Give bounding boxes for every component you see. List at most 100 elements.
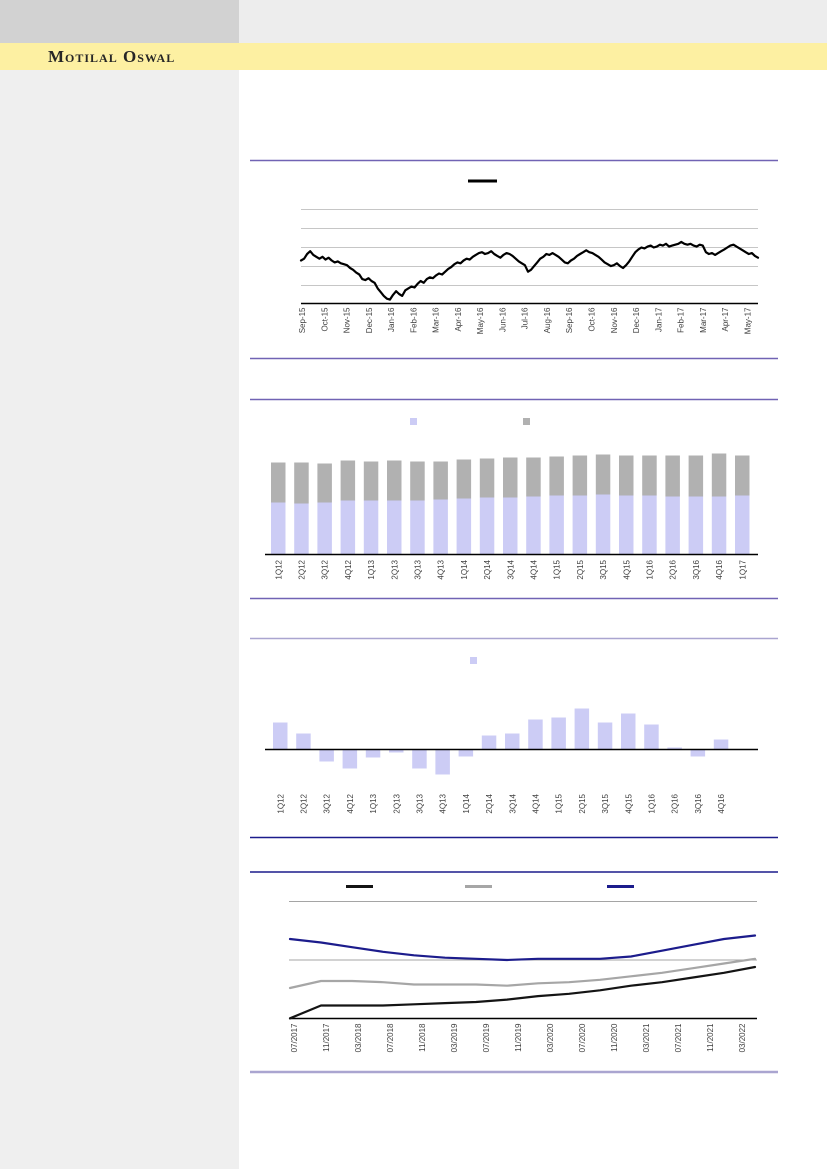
x-tick-label: Oct-15 — [320, 307, 329, 332]
x-tick-label: 03/2018 — [354, 1023, 363, 1052]
bar — [644, 724, 659, 750]
bar — [574, 708, 590, 750]
x-tick-label: 4Q12 — [346, 793, 355, 813]
x-tick-label: May-17 — [743, 307, 752, 334]
bar-segment-lower — [387, 500, 402, 555]
legend-marker — [410, 418, 417, 425]
x-tick-label: 03/2019 — [450, 1023, 459, 1052]
legend-marker — [346, 885, 373, 888]
x-tick-label: Dec-16 — [632, 307, 641, 333]
bar-segment-lower — [619, 495, 634, 555]
x-tick-label: 1Q15 — [553, 559, 562, 579]
x-tick-label: 2Q16 — [669, 559, 678, 579]
x-tick-label: Apr-17 — [721, 307, 730, 332]
x-tick-label: May-16 — [476, 307, 485, 334]
bar — [296, 733, 311, 750]
x-tick-label: 2Q14 — [485, 793, 494, 813]
bar-segment-lower — [642, 495, 657, 555]
bar-segment-upper — [595, 454, 611, 495]
x-tick-label: 11/2018 — [418, 1023, 427, 1052]
x-tick-label: 1Q16 — [648, 793, 657, 813]
bar-segment-upper — [503, 457, 518, 498]
x-tick-label: 2Q13 — [392, 793, 401, 813]
x-tick-label: 1Q14 — [460, 559, 469, 579]
x-tick-label: 3Q15 — [599, 559, 608, 579]
x-tick-label: 2Q14 — [483, 559, 492, 579]
x-tick-label: 3Q16 — [692, 559, 701, 579]
x-tick-label: 3Q12 — [323, 793, 332, 813]
bar-segment-upper — [572, 455, 588, 496]
x-tick-label: Feb-16 — [409, 307, 418, 333]
x-tick-label: 07/2017 — [290, 1023, 299, 1052]
left-margin-panel — [0, 70, 239, 1169]
bar-segment-upper — [433, 461, 448, 500]
bar-segment-lower — [271, 502, 286, 555]
bar-segment-lower — [595, 494, 611, 555]
bar-segment-upper — [363, 461, 379, 501]
x-tick-label: 4Q12 — [344, 559, 353, 579]
x-tick-label: Sep-15 — [298, 307, 307, 333]
bar — [458, 749, 474, 757]
bar-segment-upper — [479, 458, 495, 498]
bar-segment-upper — [294, 462, 309, 504]
header-gray-block — [0, 0, 239, 43]
bar-segment-upper — [619, 455, 634, 496]
x-tick-label: Mar-16 — [432, 307, 441, 333]
bar-segment-lower — [340, 500, 356, 555]
x-tick-label: 2Q16 — [671, 793, 680, 813]
x-tick-label: 4Q16 — [717, 793, 726, 813]
x-tick-label: 1Q17 — [738, 559, 747, 579]
bar-segment-upper — [317, 463, 332, 503]
x-tick-label: 2Q15 — [578, 793, 587, 813]
bar-segment-upper — [642, 455, 657, 496]
bar-segment-lower — [433, 499, 448, 555]
bar — [713, 739, 729, 750]
x-tick-label: 2Q12 — [300, 793, 309, 813]
x-tick-label: 07/2018 — [386, 1023, 395, 1052]
x-tick-label: 4Q14 — [530, 559, 539, 579]
x-tick-label: 4Q16 — [715, 559, 724, 579]
bar-segment-upper — [271, 462, 286, 503]
bar — [690, 749, 706, 757]
data-line — [288, 957, 757, 990]
data-line — [288, 934, 757, 962]
x-tick-label: Sep-16 — [565, 307, 574, 333]
quarterly-growth-bar-chart-canvas: 1Q12 2Q12 3Q12 4Q12 1Q13 2Q13 3Q13 4Q13 1Q14 2Q14… — [250, 637, 778, 839]
x-tick-label: 11/2020 — [610, 1023, 619, 1052]
legend-marker — [523, 418, 530, 425]
x-tick-label: 07/2021 — [674, 1023, 683, 1052]
legend-marker — [468, 179, 497, 183]
bar-segment-lower — [479, 497, 495, 555]
bar-segment-lower — [410, 500, 425, 555]
x-tick-label: 1Q15 — [555, 793, 564, 813]
x-tick-label: Aug-16 — [543, 307, 552, 333]
bar — [365, 749, 381, 758]
bar — [597, 722, 613, 750]
bar — [528, 719, 543, 750]
x-tick-label: 3Q13 — [414, 559, 423, 579]
x-tick-label: 3Q14 — [508, 793, 517, 813]
header-top-strip — [239, 0, 827, 43]
bar — [273, 722, 288, 750]
x-tick-label: 07/2020 — [578, 1023, 587, 1052]
bar-segment-upper — [549, 456, 564, 496]
x-tick-label: 11/2021 — [706, 1023, 715, 1052]
bar — [389, 749, 404, 753]
x-tick-label: 3Q15 — [601, 793, 610, 813]
bar-segment-lower — [317, 502, 332, 555]
x-tick-label: 2Q13 — [390, 559, 399, 579]
x-tick-label: 11/2017 — [322, 1023, 331, 1052]
x-tick-label: 4Q15 — [624, 793, 633, 813]
bar — [505, 733, 520, 750]
x-tick-label: 03/2021 — [642, 1023, 651, 1052]
x-tick-label: Dec-15 — [365, 307, 374, 333]
stock-price-line-chart: Sep-15 Oct-15 Nov-15 Dec-15 Jan-16 Feb-16 Mar-… — [0, 150, 827, 365]
brand-logo-text: Motilal Oswal — [48, 46, 176, 66]
x-tick-label: Nov-15 — [343, 307, 352, 333]
bar-segment-lower — [572, 495, 588, 555]
bar-segment-upper — [735, 455, 750, 496]
x-tick-label: 1Q13 — [367, 559, 376, 579]
x-tick-label: 1Q16 — [646, 559, 655, 579]
x-tick-label: 3Q12 — [321, 559, 330, 579]
